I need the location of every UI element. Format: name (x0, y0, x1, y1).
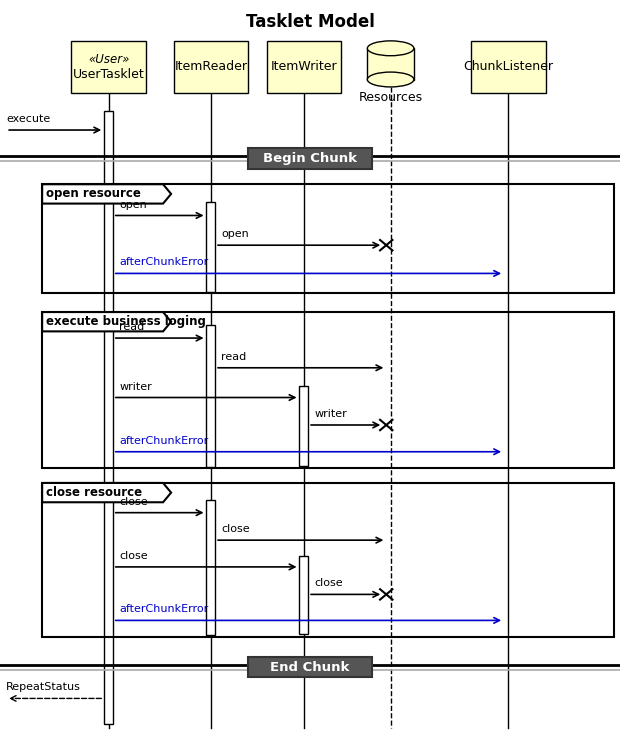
Text: End Chunk: End Chunk (270, 661, 350, 674)
Polygon shape (42, 483, 171, 502)
Bar (267, 41, 341, 93)
Bar (248, 657, 372, 678)
Text: RepeatStatus: RepeatStatus (6, 683, 81, 692)
Text: open: open (119, 200, 147, 210)
Text: Begin Chunk: Begin Chunk (263, 152, 357, 165)
Bar (299, 386, 308, 466)
Bar (367, 48, 414, 80)
Text: close resource: close resource (46, 486, 142, 499)
Text: afterChunkError: afterChunkError (119, 605, 208, 614)
Text: Resources: Resources (358, 91, 423, 103)
Bar (471, 41, 546, 93)
Bar (206, 500, 215, 635)
Text: open resource: open resource (46, 187, 141, 201)
Text: afterChunkError: afterChunkError (119, 258, 208, 267)
Polygon shape (42, 312, 171, 331)
Text: close: close (119, 551, 148, 561)
Text: execute business loging: execute business loging (46, 315, 206, 328)
Bar (299, 556, 308, 634)
Text: close: close (119, 497, 148, 507)
Text: afterChunkError: afterChunkError (119, 436, 208, 446)
Bar (248, 148, 372, 169)
Text: writer: writer (119, 382, 152, 392)
Bar (104, 111, 113, 724)
Bar (174, 41, 248, 93)
Text: writer: writer (314, 409, 347, 419)
Bar (42, 483, 614, 637)
Text: ChunkListener: ChunkListener (463, 60, 554, 74)
Text: close: close (314, 579, 343, 588)
Bar (206, 325, 215, 467)
Text: read: read (119, 322, 144, 332)
Text: read: read (221, 352, 247, 362)
Polygon shape (42, 184, 171, 204)
Ellipse shape (367, 72, 414, 87)
Bar (42, 312, 614, 468)
Text: open: open (221, 230, 249, 239)
Text: close: close (221, 525, 250, 534)
Bar (71, 41, 146, 93)
Ellipse shape (367, 41, 414, 56)
Text: ItemWriter: ItemWriter (270, 60, 337, 74)
Text: ItemReader: ItemReader (174, 60, 247, 74)
Text: «User»: «User» (88, 53, 129, 65)
Bar (42, 184, 614, 293)
Text: UserTasklet: UserTasklet (73, 68, 144, 81)
Text: execute: execute (6, 114, 50, 124)
Bar (206, 202, 215, 292)
Text: Tasklet Model: Tasklet Model (246, 13, 374, 31)
